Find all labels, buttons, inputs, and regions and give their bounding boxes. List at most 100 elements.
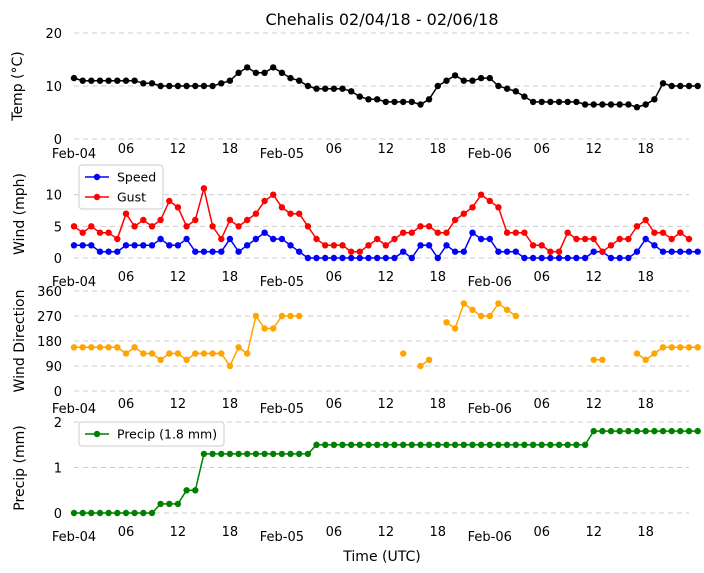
data-point: [469, 229, 476, 236]
data-point: [287, 74, 294, 82]
data-point: [616, 235, 623, 243]
y-tick-label: 180: [37, 335, 62, 350]
temp-panel: 0 10 20 Temp (°C) Feb-04 06 12 18 Feb-05 06 12 18 Fe…: [10, 27, 701, 162]
data-point: [261, 325, 268, 332]
data-point: [590, 101, 597, 108]
data-point: [296, 77, 303, 84]
data-point: [469, 204, 476, 211]
data-point: [443, 319, 450, 326]
data-point: [70, 223, 78, 230]
data-point: [244, 64, 251, 71]
data-point: [304, 82, 312, 90]
data-point: [200, 82, 208, 90]
data-point: [365, 242, 372, 249]
data-point: [495, 248, 502, 255]
data-point: [382, 441, 389, 448]
data-point: [356, 93, 363, 100]
y-tick-label: 360: [37, 285, 62, 300]
data-point: [96, 77, 104, 84]
data-point: [486, 74, 493, 82]
data-point: [140, 216, 147, 224]
data-point: [460, 77, 467, 84]
data-point: [521, 229, 528, 236]
data-point: [503, 441, 511, 448]
data-point: [642, 101, 649, 108]
data-point: [521, 441, 528, 448]
data-point: [70, 509, 78, 517]
data-point: [443, 242, 450, 249]
data-point: [96, 229, 104, 236]
data-point: [642, 356, 649, 363]
data-point: [425, 356, 433, 363]
x-tick-label: Feb-04: [52, 402, 96, 417]
data-point: [166, 242, 173, 249]
data-point: [659, 248, 667, 255]
data-point: [235, 248, 242, 255]
data-point: [417, 101, 424, 108]
data-point: [330, 85, 338, 92]
data-point: [235, 69, 242, 77]
data-point: [529, 254, 537, 262]
data-point: [434, 441, 441, 448]
data-point: [200, 350, 208, 357]
data-point: [226, 362, 234, 370]
data-point: [261, 197, 268, 205]
x-tick-label: 18: [222, 270, 239, 285]
data-point: [88, 242, 95, 249]
direction-panel: 0 90 180 270 360 Wind Direction Feb-04 06 12 18 Fe…: [12, 285, 701, 417]
data-point: [581, 235, 589, 243]
y-tick-label: 10: [45, 80, 62, 95]
data-point: [296, 450, 303, 458]
data-point: [166, 350, 173, 357]
data-point: [391, 441, 398, 448]
x-tick-label: 06: [533, 142, 550, 157]
wind-panel: 0 5 10 Wind (mph) Feb-04 06 12 18 Feb-05 06 12 18 Fe…: [12, 164, 701, 290]
data-point: [313, 235, 320, 243]
data-point: [391, 235, 398, 243]
wind-legend: Speed Gust: [78, 164, 164, 210]
data-point: [668, 344, 675, 351]
x-tick-label: 06: [118, 525, 135, 540]
data-point: [512, 88, 519, 95]
data-point: [434, 229, 441, 236]
data-point: [278, 312, 286, 320]
x-tick-label: Feb-06: [468, 147, 512, 162]
data-point: [365, 254, 372, 262]
data-point: [105, 77, 112, 84]
data-point: [677, 344, 684, 351]
data-point: [252, 210, 260, 217]
data-point: [166, 197, 173, 205]
data-point: [322, 242, 329, 249]
data-point: [538, 441, 545, 448]
data-point: [88, 509, 95, 517]
data-point: [651, 242, 658, 249]
data-point: [425, 96, 433, 103]
temp-series: [70, 64, 701, 111]
data-point: [131, 242, 138, 249]
data-point: [529, 98, 537, 106]
data-point: [382, 98, 389, 106]
data-point: [105, 229, 112, 236]
data-point: [374, 96, 381, 103]
data-point: [616, 101, 623, 108]
data-point: [425, 223, 433, 230]
data-point: [235, 450, 242, 458]
data-point: [313, 254, 320, 262]
data-point: [477, 191, 485, 198]
x-tick-label: 12: [378, 525, 395, 540]
data-point: [79, 77, 86, 84]
x-tick-label: 06: [326, 142, 343, 157]
data-point: [512, 441, 519, 448]
x-tick-label: 18: [222, 397, 239, 412]
data-point: [348, 441, 355, 448]
data-point: [659, 80, 667, 87]
data-point: [477, 441, 485, 448]
data-point: [443, 441, 450, 448]
data-point: [469, 77, 476, 84]
data-point: [547, 254, 554, 262]
data-point: [625, 235, 632, 243]
data-point: [547, 441, 554, 448]
data-point: [330, 254, 338, 262]
y-tick-label: 0: [54, 252, 62, 267]
data-point: [244, 242, 251, 249]
